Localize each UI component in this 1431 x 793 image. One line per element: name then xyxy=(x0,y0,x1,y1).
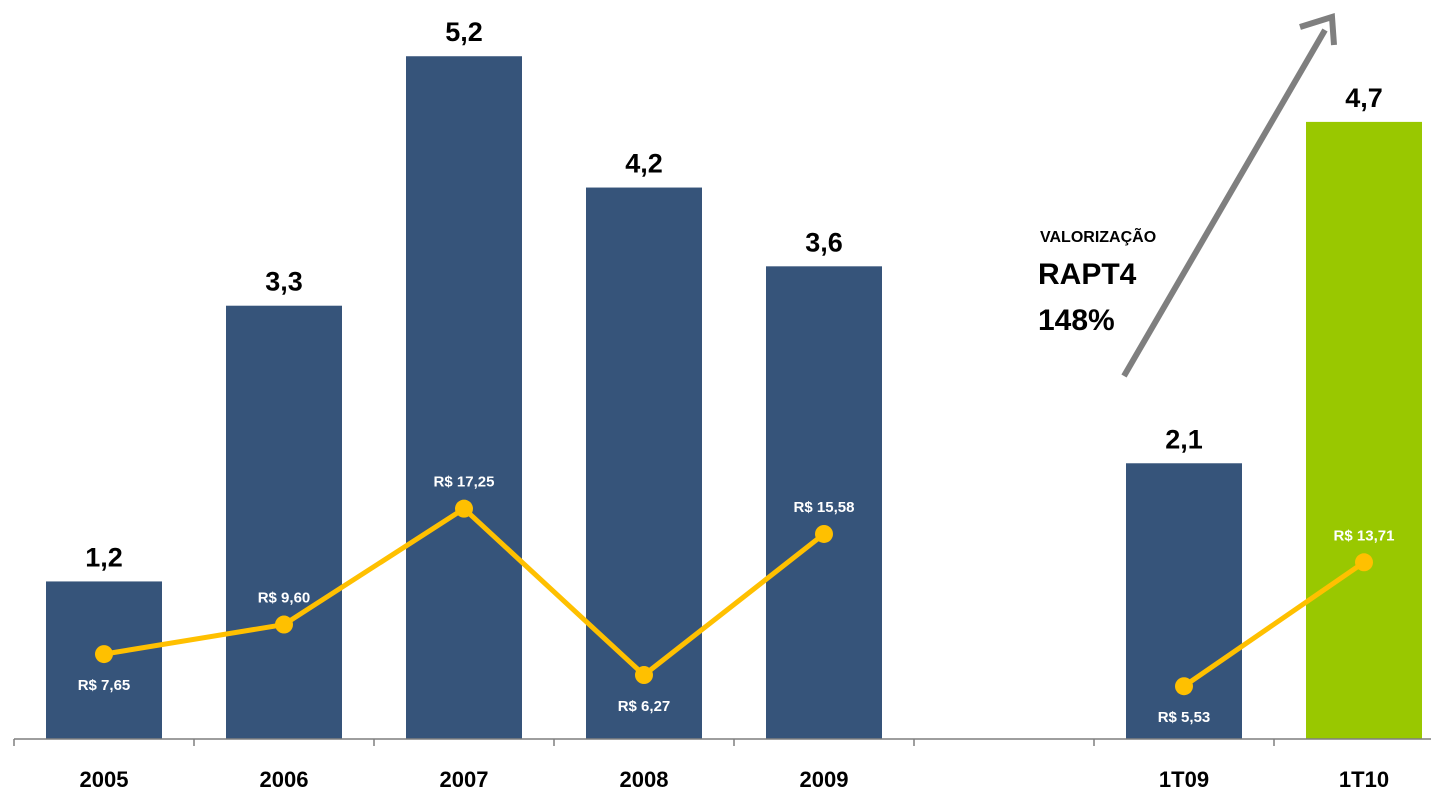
trend-arrow-head xyxy=(1299,13,1337,46)
price-label: R$ 9,60 xyxy=(258,590,311,607)
price-point xyxy=(275,615,293,634)
bar xyxy=(406,56,522,740)
price-label: R$ 5,53 xyxy=(1158,709,1211,726)
price-point xyxy=(635,666,653,685)
x-tick-label: 2008 xyxy=(620,767,669,792)
price-line xyxy=(1182,560,1366,689)
trend-arrow-shaft xyxy=(1121,28,1328,378)
price-label: R$ 15,58 xyxy=(794,499,855,516)
bar-value-label: 4,7 xyxy=(1345,83,1383,113)
bar-value-label: 1,2 xyxy=(85,542,123,572)
bar-value-label: 2,1 xyxy=(1165,424,1203,454)
bar xyxy=(766,266,882,739)
bar xyxy=(1126,463,1242,739)
x-tick-label: 1T10 xyxy=(1339,767,1389,792)
price-label: R$ 6,27 xyxy=(618,698,671,715)
bar xyxy=(586,187,702,740)
annotation-ticker: RAPT4 xyxy=(1038,258,1137,291)
price-label: R$ 7,65 xyxy=(78,677,131,694)
price-point xyxy=(95,645,113,664)
x-tick-label: 2009 xyxy=(800,767,849,792)
price-point xyxy=(1175,677,1193,696)
x-tick-label: 2005 xyxy=(80,767,129,792)
price-label: R$ 13,71 xyxy=(1334,527,1395,544)
annotation-percentage: 148% xyxy=(1038,304,1115,337)
bar-value-label: 3,6 xyxy=(805,227,843,257)
price-label: R$ 17,25 xyxy=(434,474,495,491)
price-point xyxy=(455,499,473,518)
bar-value-label: 3,3 xyxy=(265,267,303,297)
x-tick-label: 2006 xyxy=(260,767,309,792)
annotation-valorizacao: VALORIZAÇÃO xyxy=(1040,226,1156,246)
bar-value-label: 5,2 xyxy=(445,17,483,47)
x-tick-label: 1T09 xyxy=(1159,767,1209,792)
bar-value-label: 4,2 xyxy=(625,149,663,179)
price-point xyxy=(815,524,833,543)
price-point xyxy=(1355,553,1373,572)
bar xyxy=(226,305,342,739)
x-tick-label: 2007 xyxy=(440,767,489,792)
bar xyxy=(1306,121,1422,739)
